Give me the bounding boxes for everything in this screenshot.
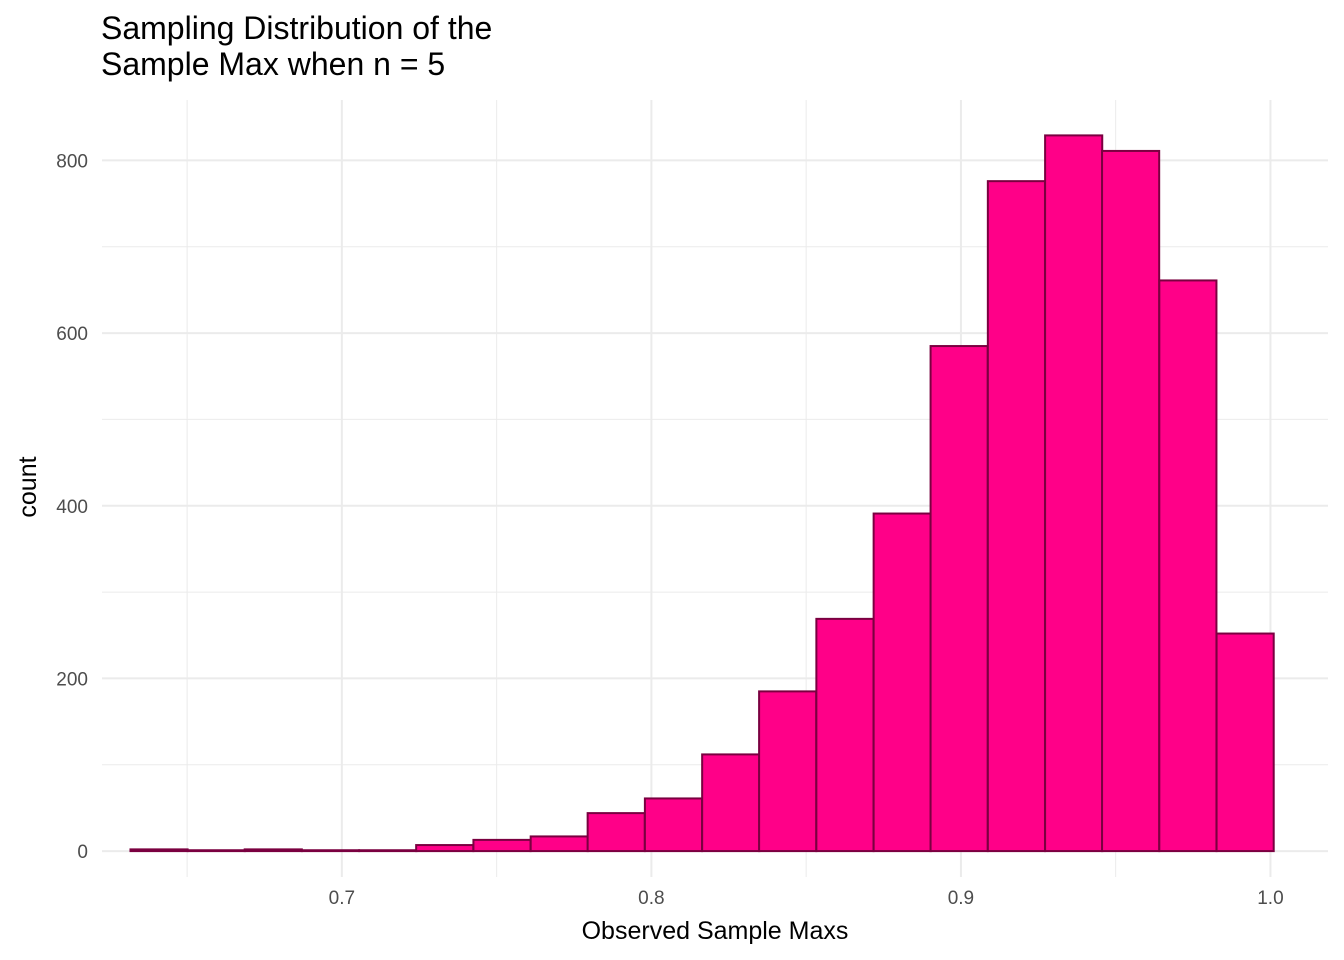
y-tick-label: 400	[56, 497, 88, 518]
histogram-bar	[643, 797, 704, 853]
histogram-bar	[701, 753, 761, 853]
histogram-bar	[186, 849, 246, 853]
histogram-bar	[129, 848, 189, 853]
histogram-bar	[815, 617, 875, 853]
x-axis-title: Observed Sample Maxs	[582, 917, 849, 945]
chart-title-line-1: Sampling Distribution of the	[101, 10, 493, 46]
x-tick-label: 0.8	[638, 888, 664, 909]
histogram-bar	[1101, 149, 1161, 853]
histogram-bar	[986, 180, 1046, 853]
y-tick-label: 0	[77, 842, 88, 863]
y-tick-label: 600	[56, 324, 88, 345]
y-tick-label: 800	[56, 151, 88, 172]
histogram-bar	[758, 690, 818, 853]
histogram-bar	[1215, 632, 1275, 853]
histogram-bar	[872, 512, 932, 853]
histogram-bars	[129, 134, 1275, 853]
histogram-bar	[415, 844, 475, 853]
y-tick-labels: 0 200 400 600 800	[56, 151, 88, 863]
histogram-bar	[472, 838, 532, 853]
x-tick-label: 1.0	[1257, 888, 1283, 909]
histogram-bar	[300, 849, 361, 853]
y-axis-title: count	[14, 456, 42, 517]
histogram-bar	[358, 849, 418, 853]
histogram-bar	[1158, 279, 1218, 853]
histogram-bar	[586, 812, 646, 853]
x-tick-label: 0.7	[329, 888, 355, 909]
histogram-bar	[1044, 134, 1104, 853]
histogram-bar	[243, 848, 303, 853]
x-tick-labels: 0.7 0.8 0.9 1.0	[329, 888, 1284, 909]
histogram-bar	[529, 835, 589, 853]
y-tick-label: 200	[56, 669, 88, 690]
chart-title-line-2: Sample Max when n = 5	[101, 46, 446, 82]
chart-title: Sampling Distribution of the Sample Max …	[101, 10, 492, 82]
histogram-bar	[929, 345, 989, 853]
x-tick-label: 0.9	[948, 888, 974, 909]
